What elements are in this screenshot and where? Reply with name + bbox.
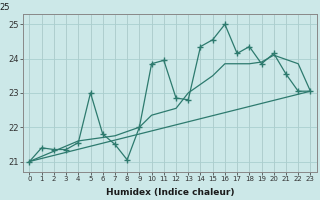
Text: 25: 25 xyxy=(0,3,10,12)
X-axis label: Humidex (Indice chaleur): Humidex (Indice chaleur) xyxy=(106,188,234,197)
